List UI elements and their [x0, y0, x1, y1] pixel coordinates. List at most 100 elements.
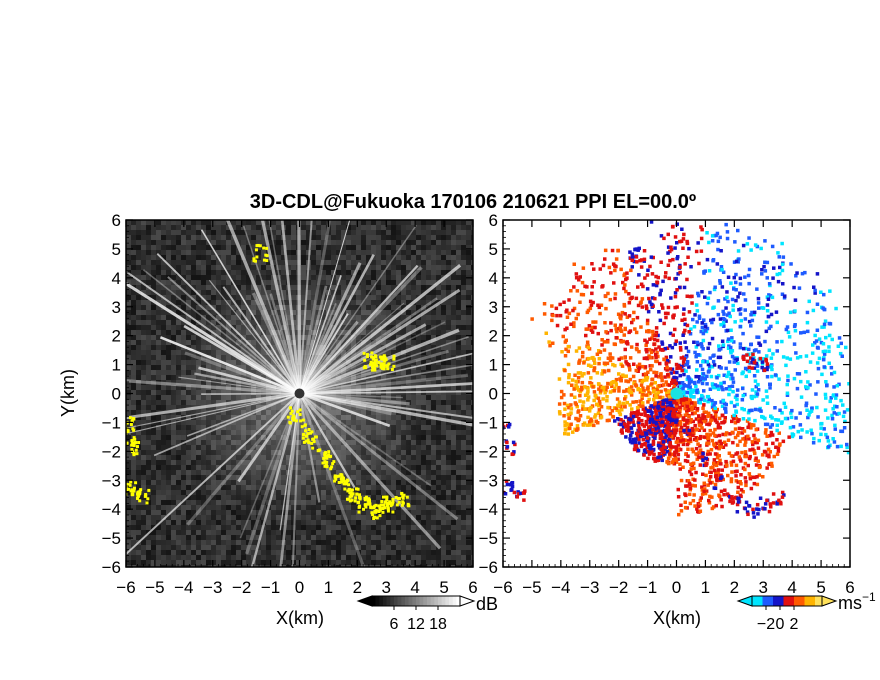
noise-cell [451, 490, 456, 495]
noise-cell [286, 220, 291, 225]
noise-cell [136, 430, 141, 435]
noise-cell [181, 485, 186, 490]
noise-cell [436, 435, 441, 440]
noise-cell [236, 510, 241, 515]
noise-cell [191, 310, 196, 315]
noise-cell [426, 505, 431, 510]
noise-cell [166, 480, 171, 485]
noise-cell [276, 565, 281, 567]
noise-cell [436, 460, 441, 465]
noise-cell [241, 235, 246, 240]
noise-cell [151, 430, 156, 435]
noise-cell [171, 345, 176, 350]
noise-cell [446, 425, 451, 430]
noise-cell [141, 225, 146, 230]
noise-cell [431, 475, 436, 480]
noise-cell [191, 475, 196, 480]
noise-cell [441, 375, 446, 380]
noise-cell [341, 265, 346, 270]
noise-cell [196, 255, 201, 260]
noise-cell [421, 475, 426, 480]
noise-cell [206, 495, 211, 500]
noise-cell [221, 550, 226, 555]
noise-cell [461, 270, 466, 275]
noise-cell [141, 305, 146, 310]
noise-cell [131, 375, 136, 380]
noise-cell [421, 560, 426, 565]
noise-cell [206, 515, 211, 520]
noise-cell [416, 475, 421, 480]
noise-cell [426, 335, 431, 340]
noise-cell [446, 335, 451, 340]
noise-cell [396, 525, 401, 530]
noise-cell [196, 555, 201, 560]
noise-cell [451, 390, 456, 395]
noise-cell [171, 250, 176, 255]
noise-cell [441, 235, 446, 240]
noise-cell [466, 330, 471, 335]
noise-cell [291, 225, 296, 230]
noise-cell [461, 370, 466, 375]
noise-cell [416, 300, 421, 305]
noise-cell [446, 500, 451, 505]
noise-cell [411, 470, 416, 475]
noise-cell [451, 515, 456, 520]
noise-cell [431, 355, 436, 360]
noise-cell [451, 295, 456, 300]
noise-cell [131, 255, 136, 260]
noise-cell [271, 240, 276, 245]
noise-cell [241, 510, 246, 515]
noise-cell [376, 260, 381, 265]
noise-cell [211, 520, 216, 525]
noise-cell [416, 245, 421, 250]
noise-cell [276, 545, 281, 550]
noise-cell [231, 225, 236, 230]
noise-cell [371, 235, 376, 240]
noise-cell [216, 560, 221, 565]
noise-cell [371, 225, 376, 230]
noise-cell [471, 240, 473, 245]
noise-cell [431, 375, 436, 380]
noise-cell [346, 565, 351, 567]
noise-cell [381, 565, 386, 567]
noise-cell [141, 500, 146, 505]
noise-cell [216, 535, 221, 540]
noise-cell [161, 415, 166, 420]
noise-cell [311, 250, 316, 255]
noise-cell [386, 520, 391, 525]
noise-cell [141, 410, 146, 415]
noise-cell [266, 260, 271, 265]
noise-cell [456, 235, 461, 240]
noise-cell [326, 245, 331, 250]
noise-cell [216, 245, 221, 250]
noise-cell [421, 515, 426, 520]
noise-cell [161, 420, 166, 425]
noise-cell [201, 245, 206, 250]
noise-cell [466, 450, 471, 455]
noise-cell [431, 265, 436, 270]
noise-cell [466, 370, 471, 375]
noise-cell [371, 500, 376, 505]
noise-cell [326, 540, 331, 545]
noise-cell [401, 485, 406, 490]
noise-cell [466, 285, 471, 290]
noise-cell [236, 265, 241, 270]
noise-cell [436, 255, 441, 260]
noise-cell [456, 530, 461, 535]
noise-cell [146, 365, 151, 370]
noise-cell [426, 435, 431, 440]
noise-cell [411, 515, 416, 520]
noise-cell [431, 235, 436, 240]
noise-cell [136, 475, 141, 480]
noise-cell [276, 255, 281, 260]
noise-cell [426, 480, 431, 485]
noise-cell [131, 380, 136, 385]
noise-cell [231, 550, 236, 555]
noise-cell [136, 470, 141, 475]
noise-cell [426, 520, 431, 525]
noise-cell [166, 310, 171, 315]
noise-cell [461, 465, 466, 470]
noise-cell [316, 525, 321, 530]
noise-cell [421, 280, 426, 285]
noise-cell [146, 565, 151, 567]
